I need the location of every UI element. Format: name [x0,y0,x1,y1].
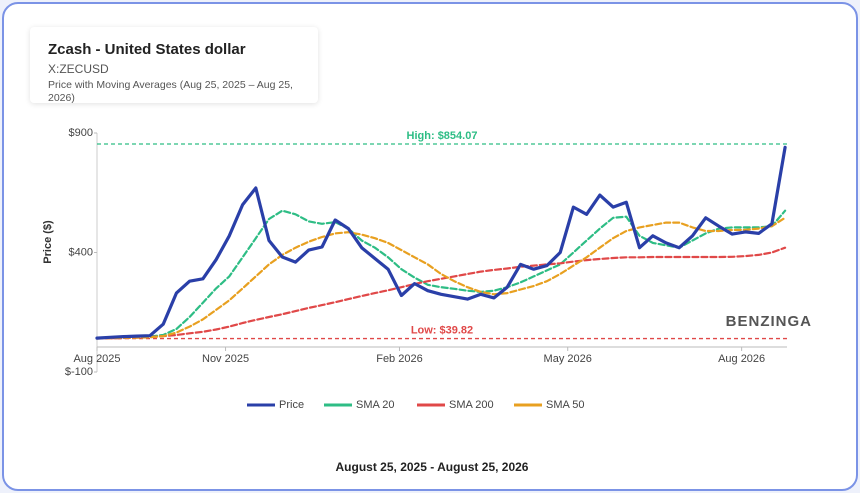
legend-label: SMA 200 [449,399,494,411]
symbol: X:ZECUSD [48,62,109,76]
annotation: Low: $39.82 [411,324,473,336]
x-tick-label: Aug 2025 [73,353,120,365]
x-tick-label: Feb 2026 [376,353,422,365]
legend-label: SMA 20 [356,399,395,411]
series-line [95,145,787,340]
legend-label: SMA 50 [546,399,585,411]
chart-title: Zcash - United States dollar [48,41,246,58]
watermark: BENZINGA [726,313,812,330]
series-line [95,216,787,340]
title-box: Zcash - United States dollar X:ZECUSD Pr… [30,27,318,104]
x-tick-label: Aug 2026 [718,353,765,365]
y-tick-label: $400 [69,246,93,258]
series-line [95,246,787,340]
chart: Price ($) BENZINGA August 25, 2025 - Aug… [42,127,812,474]
y-axis-label: Price ($) [42,220,54,264]
annotation: High: $854.07 [407,130,478,142]
y-tick-label: $900 [69,127,93,139]
series-line [95,209,787,340]
chart-subtitle: Price with Moving Averages (Aug 25, 2025… [48,79,293,104]
legend-label: Price [279,399,304,411]
x-tick-label: May 2026 [544,353,592,365]
y-tick-label: $-100 [65,366,93,378]
footer: August 25, 2025 - August 25, 2026 [336,460,529,474]
x-tick-label: Nov 2025 [202,353,249,365]
